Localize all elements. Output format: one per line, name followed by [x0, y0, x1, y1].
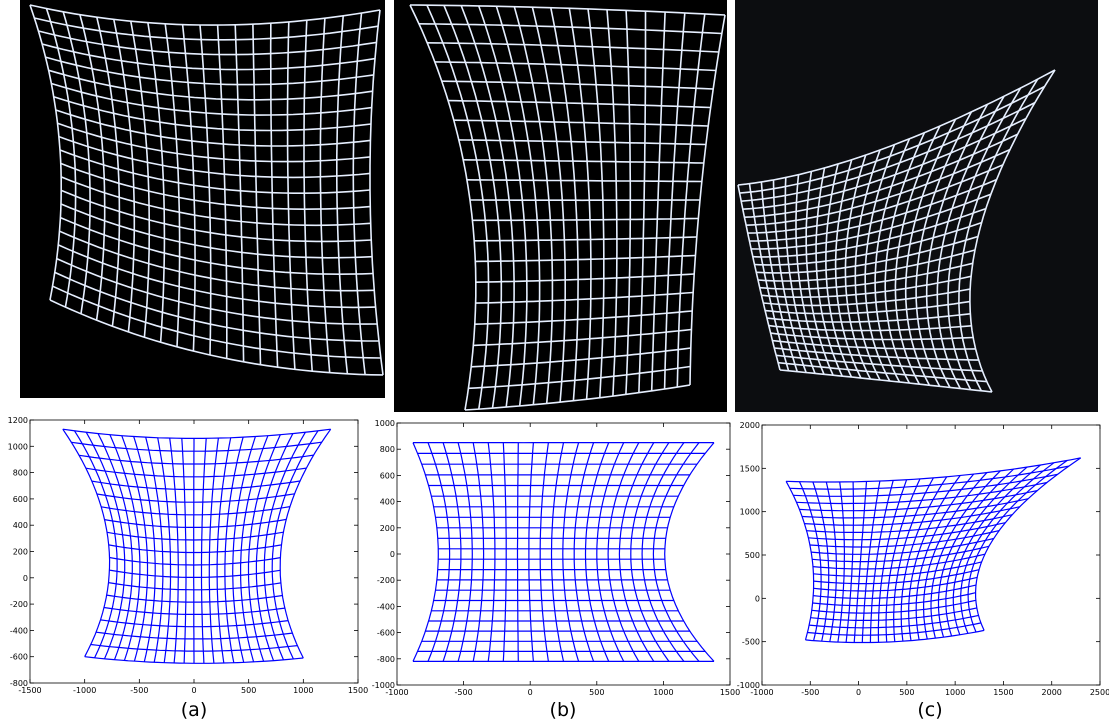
- y-tick-label: 800: [380, 445, 395, 454]
- y-tick-label: 1500: [740, 464, 760, 473]
- y-tick-label: -400: [10, 626, 28, 635]
- y-tick-label: 0: [23, 574, 28, 583]
- x-tick-label: 1000: [945, 688, 965, 697]
- x-tick-label: -500: [130, 686, 148, 695]
- figure: -1500-1000-500050010001500-800-600-400-2…: [0, 0, 1109, 724]
- y-tick-label: -800: [377, 655, 395, 664]
- x-tick-label: 500: [241, 686, 256, 695]
- y-tick-label: 1200: [8, 416, 28, 425]
- y-tick-label: -600: [377, 629, 395, 638]
- caption: (a): [181, 699, 207, 721]
- mesh-line: [109, 570, 280, 577]
- caption: (c): [917, 699, 942, 721]
- y-tick-label: 200: [13, 548, 28, 557]
- y-tick-label: -500: [742, 638, 760, 647]
- y-tick-label: 0: [755, 594, 760, 603]
- axes-box: [397, 423, 730, 685]
- mesh-line: [97, 494, 295, 502]
- y-tick-label: 800: [13, 469, 28, 478]
- x-tick-label: 500: [589, 688, 604, 697]
- x-tick-label: -1000: [73, 686, 96, 695]
- y-tick-label: -800: [10, 679, 28, 688]
- mesh-line: [110, 558, 281, 566]
- mesh-line: [109, 545, 282, 553]
- y-tick-label: 1000: [740, 508, 760, 517]
- mesh-line: [107, 595, 283, 602]
- y-tick-label: 400: [13, 521, 28, 530]
- y-tick-label: 1000: [375, 419, 395, 428]
- mesh-line: [109, 583, 281, 590]
- y-tick-label: -200: [10, 600, 28, 609]
- mesh-line: [953, 465, 1040, 635]
- mesh-line: [968, 460, 1067, 632]
- chart: -1000-50005001000150020002500-1000-50005…: [737, 421, 1109, 721]
- x-tick-label: 0: [191, 686, 196, 695]
- mesh-line: [79, 455, 314, 464]
- y-tick-label: -200: [377, 576, 395, 585]
- mesh-line: [86, 468, 307, 477]
- y-tick-label: 600: [13, 495, 28, 504]
- y-tick-label: 0: [390, 550, 395, 559]
- mesh-line: [182, 438, 186, 663]
- x-tick-label: 1000: [653, 688, 673, 697]
- mesh-line: [170, 438, 179, 663]
- mesh-line: [105, 519, 287, 527]
- mesh-line: [75, 431, 118, 658]
- y-tick-label: 2000: [740, 421, 760, 430]
- figure-canvas: -1500-1000-500050010001500-800-600-400-2…: [0, 0, 1109, 724]
- mesh-line: [202, 438, 207, 663]
- mesh-line: [107, 532, 283, 540]
- y-tick-label: 500: [745, 551, 760, 560]
- y-tick-label: -400: [377, 602, 395, 611]
- y-tick-label: 600: [380, 471, 395, 480]
- x-tick-label: 1000: [293, 686, 313, 695]
- caption: (b): [550, 699, 577, 721]
- y-tick-label: -600: [10, 653, 28, 662]
- y-tick-label: 200: [380, 524, 395, 533]
- x-tick-label: 500: [899, 688, 914, 697]
- y-tick-label: 1000: [8, 442, 28, 451]
- y-tick-label: 400: [380, 498, 395, 507]
- mesh-line: [786, 481, 814, 640]
- y-tick-label: -1000: [372, 681, 395, 690]
- mesh-line: [92, 481, 300, 490]
- x-tick-label: 1500: [348, 686, 368, 695]
- x-tick-label: 2500: [1090, 688, 1109, 697]
- x-tick-label: 0: [528, 688, 533, 697]
- x-tick-label: 0: [856, 688, 861, 697]
- x-tick-label: -500: [801, 688, 819, 697]
- mesh-line: [63, 429, 110, 657]
- mesh-line: [838, 482, 845, 642]
- y-tick-label: -1000: [737, 681, 760, 690]
- mesh-line: [101, 507, 290, 515]
- mesh-line: [280, 429, 331, 658]
- x-tick-label: 2000: [1042, 688, 1062, 697]
- mesh-line: [264, 432, 305, 660]
- x-tick-label: 1500: [993, 688, 1013, 697]
- x-tick-label: -500: [455, 688, 473, 697]
- mesh-line: [86, 432, 125, 659]
